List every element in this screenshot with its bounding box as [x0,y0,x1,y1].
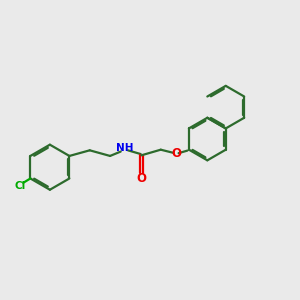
Text: O: O [136,172,146,185]
Text: O: O [171,147,182,160]
Text: Cl: Cl [14,181,26,191]
Text: NH: NH [116,143,134,153]
